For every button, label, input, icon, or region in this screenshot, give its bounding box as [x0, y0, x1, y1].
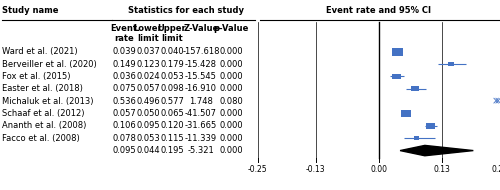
Text: Event rate and 95% CI: Event rate and 95% CI [326, 6, 432, 15]
Text: 0.098: 0.098 [160, 84, 184, 93]
Text: -31.665: -31.665 [185, 121, 217, 130]
Polygon shape [400, 145, 473, 156]
Text: 0.577: 0.577 [160, 97, 184, 106]
Text: 0.13: 0.13 [434, 165, 450, 174]
Text: 1.748: 1.748 [189, 97, 213, 106]
Text: -11.339: -11.339 [185, 134, 217, 143]
Text: 0.057: 0.057 [136, 84, 160, 93]
Text: 0.000: 0.000 [219, 60, 243, 69]
Text: Easter et al. (2018): Easter et al. (2018) [2, 84, 82, 93]
Text: 0.044: 0.044 [136, 146, 160, 155]
Text: 0.00: 0.00 [370, 165, 388, 174]
Text: -16.910: -16.910 [185, 84, 217, 93]
Text: 0.496: 0.496 [136, 97, 160, 106]
Text: -0.25: -0.25 [248, 165, 268, 174]
Text: 0.000: 0.000 [219, 47, 243, 56]
Text: 0.123: 0.123 [136, 60, 160, 69]
Text: ×: × [494, 96, 500, 106]
Text: 0.078: 0.078 [112, 134, 136, 143]
Bar [412, 86, 419, 91]
Text: 0.195: 0.195 [160, 146, 184, 155]
Text: 0.000: 0.000 [219, 109, 243, 118]
Text: 0.115: 0.115 [160, 134, 184, 143]
Text: Statistics for each study: Statistics for each study [128, 6, 244, 15]
Text: ×: × [492, 96, 500, 106]
Text: p-Value: p-Value [214, 24, 248, 33]
Text: 0.095: 0.095 [136, 121, 160, 130]
Text: -41.507: -41.507 [185, 109, 217, 118]
Text: 0.106: 0.106 [112, 121, 136, 130]
Text: 0.057: 0.057 [112, 109, 136, 118]
Bar [402, 110, 411, 117]
Text: 0.050: 0.050 [136, 109, 160, 118]
Text: Event
rate: Event rate [110, 24, 138, 43]
Text: 0.036: 0.036 [112, 72, 136, 81]
Text: Schaaf et al. (2012): Schaaf et al. (2012) [2, 109, 84, 118]
Text: Study name: Study name [2, 6, 58, 15]
Bar [392, 74, 400, 79]
Text: 0.095: 0.095 [112, 146, 136, 155]
Text: 0.000: 0.000 [219, 84, 243, 93]
Text: -15.428: -15.428 [185, 60, 217, 69]
Text: 0.149: 0.149 [112, 60, 136, 69]
Text: 0.037: 0.037 [136, 47, 160, 56]
Text: -15.545: -15.545 [185, 72, 217, 81]
Text: 0.000: 0.000 [219, 121, 243, 130]
Text: 0.065: 0.065 [160, 109, 184, 118]
Bar [414, 136, 420, 140]
Bar [392, 48, 404, 55]
Text: Lower
limit: Lower limit [134, 24, 162, 43]
Text: 0.080: 0.080 [219, 97, 243, 106]
Text: Berveiller et al. (2020): Berveiller et al. (2020) [2, 60, 96, 69]
Text: Ward et al. (2021): Ward et al. (2021) [2, 47, 77, 56]
Bar [448, 62, 454, 66]
Text: 0.053: 0.053 [160, 72, 184, 81]
Text: 0.075: 0.075 [112, 84, 136, 93]
Text: 0.000: 0.000 [219, 146, 243, 155]
Text: 0.25: 0.25 [492, 165, 500, 174]
Text: 0.040: 0.040 [160, 47, 184, 56]
Text: -157.618: -157.618 [182, 47, 220, 56]
Text: -0.13: -0.13 [306, 165, 326, 174]
Text: 0.000: 0.000 [219, 134, 243, 143]
Text: 0.179: 0.179 [160, 60, 184, 69]
Text: 0.039: 0.039 [112, 47, 136, 56]
Bar [426, 123, 434, 129]
Text: 0.053: 0.053 [136, 134, 160, 143]
Text: Michaluk et al. (2013): Michaluk et al. (2013) [2, 97, 93, 106]
Text: 0.120: 0.120 [160, 121, 184, 130]
Text: Facco et al. (2008): Facco et al. (2008) [2, 134, 79, 143]
Text: 0.000: 0.000 [219, 72, 243, 81]
Text: -5.321: -5.321 [188, 146, 214, 155]
Text: Ananth et al. (2008): Ananth et al. (2008) [2, 121, 86, 130]
Text: Upper
limit: Upper limit [158, 24, 186, 43]
Text: Z-Value: Z-Value [184, 24, 218, 33]
Text: 0.536: 0.536 [112, 97, 136, 106]
Text: 0.024: 0.024 [136, 72, 160, 81]
Text: Fox et al. (2015): Fox et al. (2015) [2, 72, 70, 81]
